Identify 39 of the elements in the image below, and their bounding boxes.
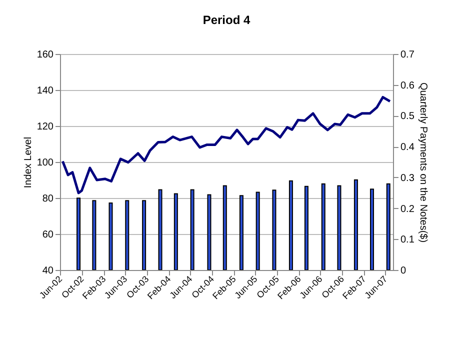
bar [288, 180, 293, 270]
y2-tick-label: 0.1 [400, 234, 415, 246]
y2-tick-label: 0.5 [400, 111, 415, 122]
y-tick-label: 160 [36, 50, 54, 60]
y-axis-title: Index Level [22, 136, 34, 188]
bar [174, 193, 178, 270]
bar [92, 200, 96, 270]
bar [272, 190, 276, 270]
chart-title: Period 4 [202, 13, 250, 27]
y-tick-label: 140 [36, 86, 54, 96]
bar [125, 200, 130, 270]
y2-tick-label: 0.2 [400, 204, 415, 215]
bar [142, 200, 146, 270]
y2-tick-label: 0.7 [400, 50, 415, 60]
bar [354, 179, 358, 270]
y-tick-label: 60 [42, 230, 54, 240]
bar [370, 188, 374, 270]
y-tick-label: 40 [42, 266, 54, 276]
bar [337, 185, 342, 270]
y2-tick-label: 0.6 [400, 80, 415, 92]
y-tick-label: 80 [42, 194, 54, 204]
bar [190, 189, 194, 270]
bar [108, 202, 113, 270]
bar [76, 198, 81, 270]
bar [239, 195, 244, 270]
bar [256, 192, 260, 270]
y-tick-label: 100 [36, 158, 54, 168]
y-tick-label: 120 [36, 122, 54, 132]
bar [386, 183, 390, 270]
line-series [61, 96, 392, 194]
bar [321, 183, 326, 270]
y2-tick-label: 0.3 [400, 172, 415, 184]
bar [207, 194, 212, 270]
bar [222, 185, 227, 270]
bar [158, 189, 162, 270]
y2-tick-label: 0 [400, 266, 406, 276]
bar [304, 186, 308, 270]
y2-axis-title: Quarterly Payments on the Notes($) [417, 82, 428, 243]
y2-tick-label: 0.4 [400, 142, 415, 154]
